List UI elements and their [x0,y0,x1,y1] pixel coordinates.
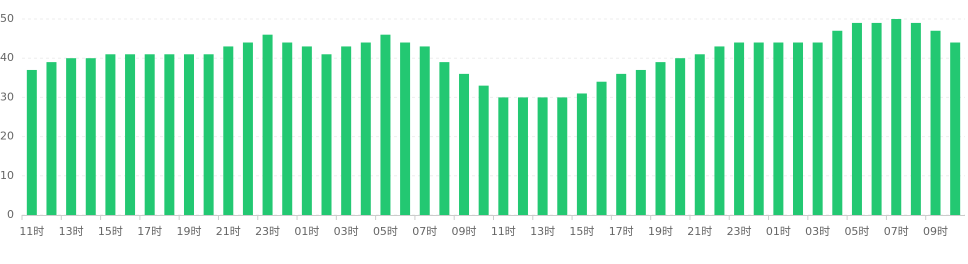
bar [557,97,568,215]
x-tick-label: 13时 [59,225,84,238]
bar [46,62,57,216]
bar [203,54,214,215]
bar [753,42,764,215]
x-tick-label: 07时 [884,225,909,238]
x-tick-label: 01时 [294,225,319,238]
x-tick-label: 11时 [491,225,516,238]
bar [400,42,411,215]
x-tick-label: 19时 [176,225,201,238]
x-tick-label: 23时 [255,225,280,238]
y-tick-label: 10 [0,169,14,182]
x-tick-label: 15时 [98,225,123,238]
bar [360,42,371,215]
x-tick-label: 21时 [216,225,241,238]
x-tick-label: 07时 [412,225,437,238]
y-tick-label: 40 [0,51,14,64]
bar [537,97,548,215]
bar [26,69,37,216]
x-tick-label: 23时 [727,225,752,238]
y-tick-label: 0 [7,208,14,221]
bar [950,42,961,215]
bar [517,97,528,215]
bar [694,54,705,215]
bar [891,19,902,215]
bar [144,54,155,215]
bar [635,69,646,216]
bar [321,54,332,215]
bar [871,22,882,216]
x-tick-label: 21时 [687,225,712,238]
bar [183,54,194,215]
x-tick-label: 05时 [373,225,398,238]
bar [459,73,470,215]
bar [832,30,843,216]
x-tick-label: 05时 [844,225,869,238]
bar [85,58,96,216]
bar [616,73,627,215]
bar [478,85,489,215]
bar [498,97,509,215]
bar [164,54,175,215]
bar [675,58,686,216]
x-tick-label: 09时 [923,225,948,238]
bar [419,46,430,215]
bar [439,62,450,216]
x-tick-label: 15时 [569,225,594,238]
bar [930,30,941,216]
bar [851,22,862,216]
bar [242,42,253,215]
bar [793,42,804,215]
bar [341,46,352,215]
bar [125,54,136,215]
x-tick-label: 17时 [609,225,634,238]
bar [812,42,823,215]
x-tick-label: 19时 [648,225,673,238]
x-tick-label: 09时 [452,225,477,238]
x-tick-label: 13时 [530,225,555,238]
y-tick-label: 30 [0,90,14,103]
x-tick-label: 01时 [766,225,791,238]
bar [301,46,312,215]
bar [282,42,293,215]
bar [380,34,391,216]
bar [714,46,725,215]
y-tick-label: 20 [0,130,14,143]
bar [773,42,784,215]
bar [596,81,607,215]
x-tick-label: 17时 [137,225,162,238]
bar [66,58,77,216]
x-tick-label: 03时 [334,225,359,238]
bar [105,54,116,215]
y-tick-label: 50 [0,12,14,25]
bar [576,93,587,215]
x-tick-label: 03时 [805,225,830,238]
bar [655,62,666,216]
bar [262,34,273,216]
bar [734,42,745,215]
x-tick-label: 11时 [19,225,44,238]
bar [910,22,921,216]
bar [223,46,234,215]
